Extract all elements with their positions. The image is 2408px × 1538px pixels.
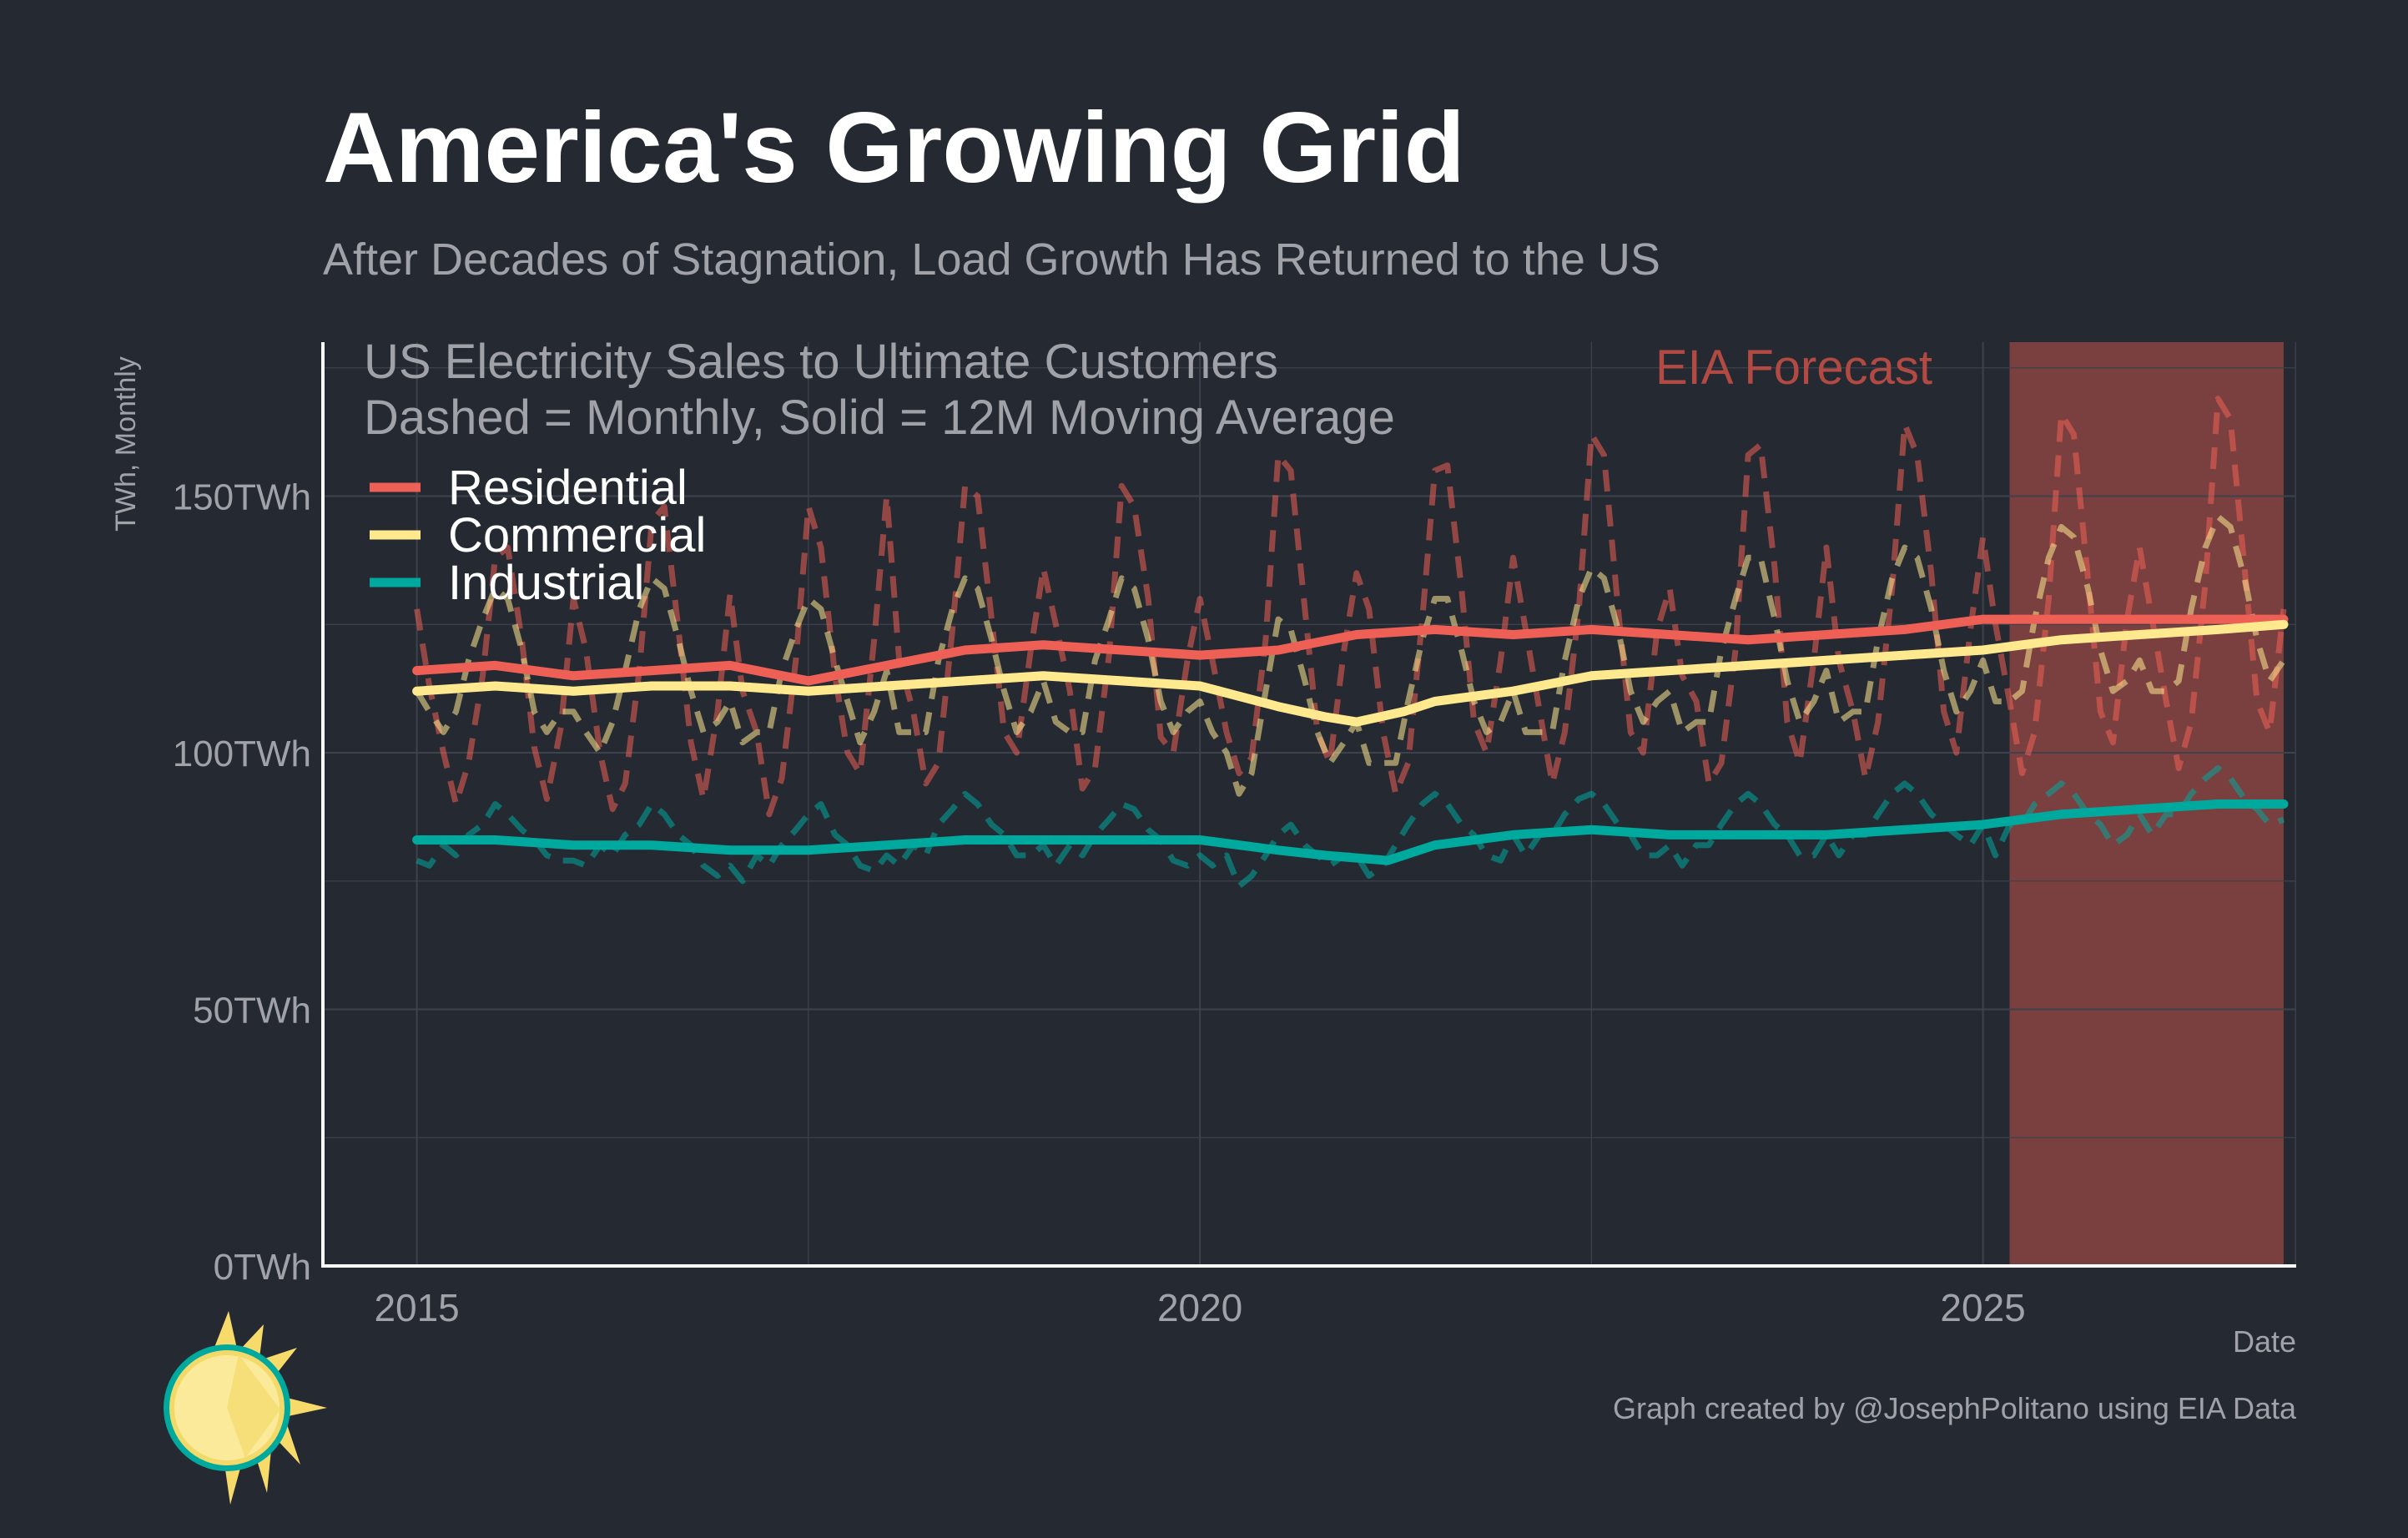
x-axis-label: Date	[2233, 1324, 2296, 1359]
legend-label-residential: Residential	[448, 461, 688, 515]
y-tick-label: 100TWh	[173, 734, 311, 774]
monthly-line-industrial	[416, 765, 2285, 890]
x-tick-label: 2025	[1940, 1286, 2025, 1329]
caption: Graph created by @JosephPolitano using E…	[1613, 1391, 2297, 1425]
chart-subtitle: After Decades of Stagnation, Load Growth…	[323, 234, 1660, 285]
sun-logo-icon	[164, 1311, 327, 1505]
chart-title: America's Growing Grid	[323, 92, 1465, 204]
y-axis-label: TWh, Monthly	[110, 356, 142, 532]
x-tick-label: 2015	[374, 1286, 459, 1329]
x-tick-label: 2020	[1157, 1286, 1242, 1329]
legend-label-industrial: Industrial	[448, 556, 644, 610]
monthly-line-commercial	[414, 513, 2286, 797]
chart-inner-subtitle: Dashed = Monthly, Solid = 12M Moving Ave…	[364, 391, 1395, 445]
y-tick-label: 150TWh	[173, 477, 311, 518]
moving-average-line-industrial	[412, 799, 2289, 865]
moving-average-line-commercial	[412, 619, 2289, 727]
y-tick-label: 50TWh	[193, 991, 311, 1031]
y-tick-label: 0TWh	[214, 1247, 311, 1288]
moving-average-line-residential	[412, 614, 2289, 686]
monthly-line-residential	[414, 396, 2287, 818]
chart-inner-title: US Electricity Sales to Ultimate Custome…	[364, 335, 1278, 389]
legend-label-commercial: Commercial	[448, 508, 706, 562]
forecast-label: EIA Forecast	[1655, 340, 1932, 395]
